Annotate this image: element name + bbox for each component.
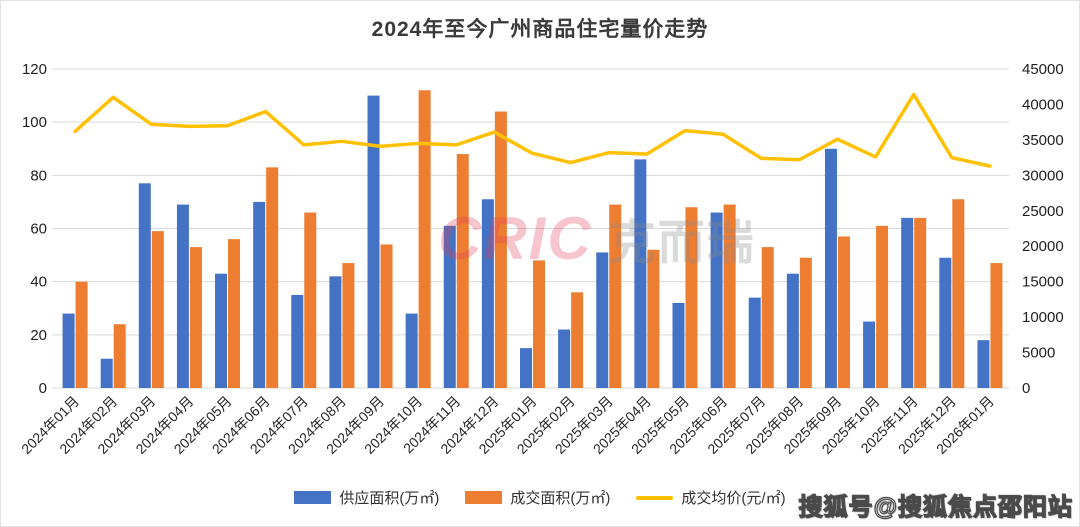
bar-transaction <box>761 247 774 388</box>
bar-transaction <box>533 260 545 388</box>
left-axis-tick: 120 <box>22 61 47 78</box>
bar-transaction <box>685 207 698 388</box>
legend-item-price: 成交均价(元/㎡) <box>636 487 786 508</box>
supply-series-swatch <box>294 491 332 504</box>
bar-supply <box>558 329 571 388</box>
transaction-series-swatch <box>465 491 503 504</box>
bar-transaction <box>189 247 202 388</box>
bar-supply <box>634 159 647 388</box>
bar-transaction <box>456 154 469 388</box>
bar-supply <box>481 199 494 388</box>
bar-supply <box>824 148 837 388</box>
price-line <box>73 92 992 168</box>
price-series-swatch <box>636 495 674 500</box>
bar-transaction <box>380 244 393 388</box>
bar-transaction <box>418 90 431 389</box>
sohu-watermark: 搜狐号@搜狐焦点邵阳站 <box>798 493 1073 521</box>
right-axis-tick: 20000 <box>1022 238 1064 255</box>
bar-transaction <box>647 249 660 388</box>
bar-transaction <box>151 231 164 388</box>
legend-label-supply: 供应面积(万㎡) <box>339 490 440 507</box>
bar-supply <box>520 348 532 388</box>
bar-supply <box>100 358 113 388</box>
bar-supply <box>138 183 151 388</box>
left-axis-tick: 80 <box>30 167 47 184</box>
bar-supply <box>367 95 380 388</box>
left-axis-tick: 60 <box>30 221 47 238</box>
bar-supply <box>786 273 799 388</box>
right-axis-tick: 35000 <box>1022 132 1064 149</box>
bar-supply <box>596 252 609 388</box>
bar-supply <box>329 276 342 388</box>
right-axis-tick: 25000 <box>1022 203 1064 220</box>
legend-label-price: 成交均价(元/㎡) <box>681 490 786 507</box>
legend-item-supply: 供应面积(万㎡) <box>294 487 439 508</box>
bar-transaction <box>799 257 812 388</box>
bar-supply <box>748 297 761 388</box>
left-axis-tick: 40 <box>30 274 47 291</box>
left-axis-tick: 0 <box>39 380 47 397</box>
bar-transaction <box>113 324 126 388</box>
right-axis-tick: 30000 <box>1022 167 1064 184</box>
right-axis-tick: 40000 <box>1022 96 1064 113</box>
bar-supply <box>291 294 304 388</box>
bar-supply <box>977 340 990 388</box>
bar-transaction <box>228 239 241 388</box>
bar-supply <box>176 204 189 388</box>
bar-transaction <box>609 204 622 388</box>
bar-transaction <box>75 281 88 388</box>
bar-transaction <box>571 292 584 388</box>
bar-supply <box>710 212 723 388</box>
bar-supply <box>901 217 914 388</box>
bar-transaction <box>723 204 736 388</box>
bar-supply <box>939 257 952 388</box>
bar-supply <box>672 302 685 388</box>
bar-supply <box>443 225 456 388</box>
bar-supply <box>215 273 228 388</box>
legend-item-transaction: 成交面积(万㎡) <box>465 487 610 508</box>
right-axis-tick: 45000 <box>1022 61 1064 78</box>
chart-title: 2024年至今广州商品住宅量价走势 <box>371 18 709 41</box>
bar-supply <box>405 313 418 388</box>
left-axis-tick: 20 <box>30 327 47 344</box>
bar-transaction <box>342 263 355 388</box>
chart-legend: 供应面积(万㎡) 成交面积(万㎡) 成交均价(元/㎡) <box>1 487 1079 508</box>
bar-supply <box>863 321 876 388</box>
bar-transaction <box>837 236 850 388</box>
bar-supply <box>62 313 75 388</box>
bar-transaction <box>914 217 927 388</box>
bar-transaction <box>876 225 889 388</box>
legend-label-transaction: 成交面积(万㎡) <box>510 490 611 507</box>
bar-transaction <box>990 263 1003 388</box>
bar-supply <box>253 201 266 388</box>
right-axis-tick: 5000 <box>1022 345 1055 362</box>
left-axis-tick: 100 <box>22 114 47 131</box>
bar-transaction <box>494 111 507 389</box>
right-axis-tick: 10000 <box>1022 309 1064 326</box>
bar-transaction <box>952 199 965 388</box>
bar-transaction <box>266 167 279 388</box>
right-axis-tick: 0 <box>1022 380 1030 397</box>
bar-transaction <box>304 212 317 388</box>
right-axis-tick: 15000 <box>1022 274 1064 291</box>
